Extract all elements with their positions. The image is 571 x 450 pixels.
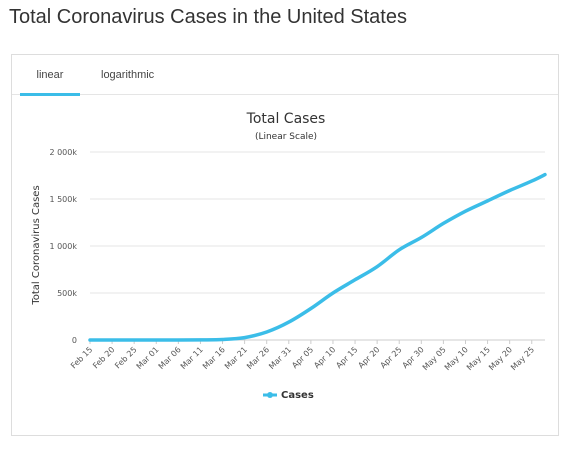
data-point[interactable]: [175, 337, 181, 343]
y-tick-label: 2 000k: [49, 148, 77, 157]
scale-tabs: linear logarithmic: [12, 55, 558, 96]
data-point[interactable]: [507, 188, 513, 194]
y-tick-label: 1 500k: [49, 195, 77, 204]
series-line-cases[interactable]: [88, 172, 547, 342]
data-point[interactable]: [485, 198, 491, 204]
data-point[interactable]: [131, 337, 137, 343]
page-title: Total Coronavirus Cases in the United St…: [9, 6, 407, 28]
x-tick-label: Feb 15: [69, 345, 94, 370]
x-tick-label: May 20: [487, 345, 514, 372]
data-point[interactable]: [529, 178, 535, 184]
data-point[interactable]: [308, 306, 314, 312]
data-point[interactable]: [197, 337, 203, 343]
data-point[interactable]: [396, 247, 402, 253]
data-point[interactable]: [542, 172, 548, 178]
data-point[interactable]: [352, 277, 358, 283]
tab-linear[interactable]: linear: [20, 69, 80, 96]
x-tick-label: Mar 31: [267, 345, 293, 371]
y-tick-label: 0: [72, 336, 77, 345]
x-tick-label: Apr 20: [356, 345, 381, 370]
x-tick-label: Feb 25: [113, 345, 138, 370]
x-tick-label: Mar 26: [245, 345, 271, 371]
series-layer: [87, 172, 548, 343]
x-tick-label: Apr 15: [334, 345, 359, 370]
data-point[interactable]: [153, 337, 159, 343]
y-axis-title: Total Coronavirus Cases: [31, 185, 42, 305]
x-tick-label: Apr 10: [312, 345, 337, 370]
x-tick-label: Feb 20: [91, 345, 116, 370]
x-tick-label: May 05: [421, 345, 448, 372]
y-tick-label: 1 000k: [49, 242, 77, 251]
x-tick-label: Mar 01: [135, 345, 161, 371]
x-tick-label: Apr 05: [290, 345, 315, 370]
legend[interactable]: Cases: [263, 390, 314, 401]
x-tick-label: May 25: [509, 345, 536, 372]
grid-lines: [90, 151, 545, 341]
data-point[interactable]: [463, 208, 469, 214]
x-tick-label: Mar 21: [223, 345, 249, 371]
x-tick-label: Mar 11: [179, 345, 205, 371]
y-axis-ticks: 0 500k 1 000k 1 500k 2 000k: [49, 148, 77, 345]
x-tick-label: May 10: [443, 345, 470, 372]
chart-subtitle: (Linear Scale): [255, 132, 317, 142]
x-tick-label: Mar 06: [157, 345, 183, 371]
data-point[interactable]: [220, 337, 226, 343]
x-tick-label: May 15: [465, 345, 492, 372]
data-point[interactable]: [330, 290, 336, 296]
legend-marker: [267, 392, 273, 398]
data-point[interactable]: [440, 220, 446, 226]
y-tick-label: 500k: [57, 289, 77, 298]
data-point[interactable]: [286, 319, 292, 325]
tab-logarithmic[interactable]: logarithmic: [101, 69, 155, 81]
data-point[interactable]: [109, 337, 115, 343]
data-point[interactable]: [264, 329, 270, 335]
data-point[interactable]: [418, 235, 424, 241]
data-point[interactable]: [374, 264, 380, 270]
legend-label-cases: Cases: [281, 390, 314, 401]
data-point[interactable]: [242, 335, 248, 341]
chart-title: Total Cases: [246, 111, 326, 127]
x-tick-label: Mar 16: [201, 345, 227, 371]
data-point[interactable]: [87, 337, 93, 343]
x-tick-label: Apr 25: [378, 345, 403, 370]
chart-card: linear logarithmic: [11, 54, 559, 436]
